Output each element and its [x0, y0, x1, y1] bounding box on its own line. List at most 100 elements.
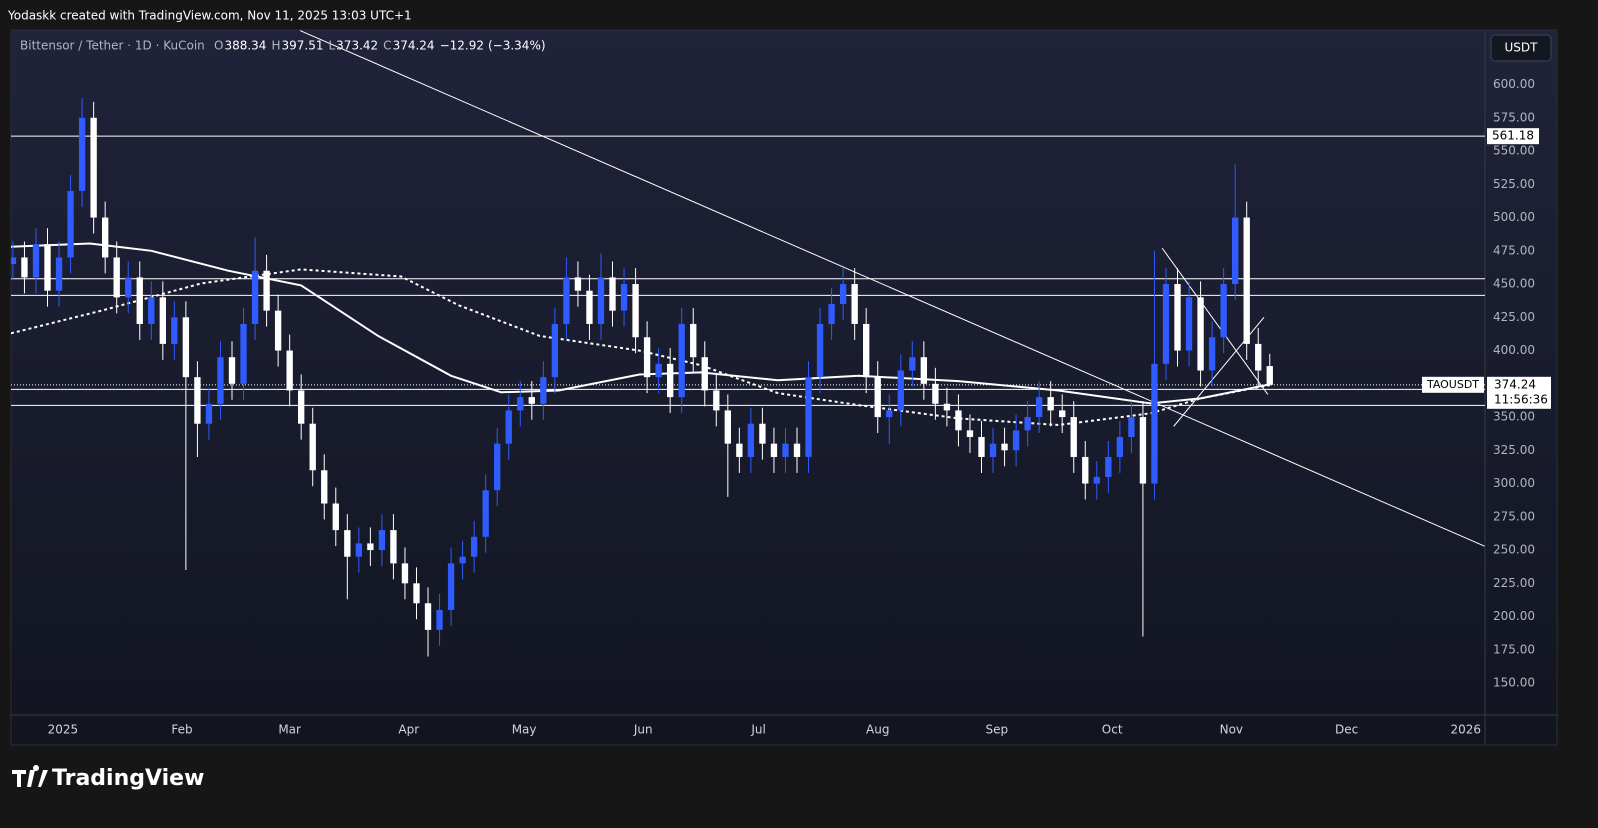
candle-body: [851, 284, 858, 324]
candle-body: [770, 443, 778, 457]
candle-body: [1208, 337, 1216, 371]
candle-body: [643, 337, 651, 378]
x-tick-label: May: [512, 723, 537, 737]
y-tick-label: 175.00: [1493, 642, 1535, 656]
axes: 150.00 175.00 200.00 225.00 250.00 275.00 300.…: [48, 77, 1551, 737]
last-price-box: [1487, 376, 1551, 409]
x-tick-label: Nov: [1220, 723, 1243, 737]
candle-body: [943, 403, 951, 411]
x-tick-label: 2026: [1451, 723, 1482, 737]
ohlc-prefix: H: [271, 39, 280, 53]
candle-body: [309, 423, 316, 471]
candle-body: [205, 403, 213, 424]
candle-body: [1255, 343, 1262, 371]
candle-body: [1105, 456, 1112, 477]
candle-body: [1024, 417, 1031, 431]
y-tick-label: 575.00: [1493, 110, 1535, 124]
change-percent: (−3.34%): [488, 39, 546, 53]
candle-body: [171, 317, 178, 344]
y-tick-label: 525.00: [1493, 177, 1535, 191]
symbol-box: [1422, 376, 1484, 393]
x-tick-label: 2025: [48, 723, 79, 737]
y-tick-label: 200.00: [1493, 609, 1535, 623]
candle-body: [413, 583, 420, 604]
candle-body: [1243, 217, 1250, 344]
candle-body: [666, 363, 674, 398]
currency-box[interactable]: [1490, 34, 1552, 62]
candle-body: [1151, 363, 1158, 484]
candle-body: [1197, 297, 1204, 371]
candle-body: [159, 297, 166, 344]
candle-body: [1093, 476, 1100, 484]
candle-body: [424, 603, 432, 630]
ohlc-value: 374.24: [393, 39, 435, 53]
candle-body: [136, 277, 143, 324]
candle-body: [1082, 456, 1089, 484]
candle-body: [632, 284, 639, 338]
candle-body: [747, 423, 755, 457]
candle-body: [1059, 410, 1066, 418]
candle-body: [113, 257, 120, 298]
candle-body: [563, 277, 570, 324]
x-tick-label: Dec: [1335, 723, 1358, 737]
candle-body: [759, 423, 766, 444]
candle-body: [1162, 284, 1170, 364]
ohlc-prefix: C: [383, 39, 391, 53]
candle-body: [286, 350, 293, 391]
chart-title: Bittensor / Tether · 1D · KuCoin: [20, 39, 205, 53]
candle-body: [816, 323, 824, 378]
candle-body: [32, 244, 40, 278]
candle-body: [11, 257, 17, 265]
candle-body: [90, 117, 97, 218]
candle-body: [240, 323, 247, 384]
y-tick-label: 450.00: [1493, 277, 1535, 291]
candle-body: [217, 357, 224, 404]
candle-body: [955, 410, 962, 431]
candle-body: [101, 217, 109, 258]
y-tick-label: 400.00: [1493, 343, 1535, 357]
candle-body: [574, 277, 582, 291]
currency: USDT: [1505, 41, 1539, 55]
candle-body: [228, 357, 236, 384]
candle-body: [597, 277, 605, 324]
candle-body: [551, 323, 559, 378]
moving-average: [11, 242, 1270, 405]
ohlc-value: 388.34: [224, 39, 266, 53]
y-tick-label: 475.00: [1493, 243, 1535, 257]
moving-average: [11, 268, 1270, 427]
logo: TradingView: [12, 764, 204, 791]
y-tick-label: 350.00: [1493, 410, 1535, 424]
candle-body: [332, 503, 339, 531]
y-tick-label: 425.00: [1493, 310, 1535, 324]
candle-body: [182, 317, 190, 378]
candle-body: [401, 563, 409, 584]
candle-body: [528, 397, 535, 404]
candle-body: [21, 257, 28, 278]
candle-body: [655, 363, 662, 378]
level-price-label: 561.18: [1492, 129, 1534, 143]
x-tick-label: Jun: [633, 723, 653, 737]
candle-body: [1001, 443, 1008, 451]
candle-body: [194, 377, 201, 424]
candle-body: [839, 284, 847, 304]
candle-body: [148, 297, 155, 324]
candle-body: [274, 310, 282, 351]
logo-mark: [12, 764, 48, 787]
candle-body: [540, 377, 547, 404]
y-tick-label: 275.00: [1493, 509, 1535, 523]
candle-body: [1070, 417, 1077, 457]
credit: Yodaskk created with TradingView.com, No…: [7, 9, 412, 23]
trend-line: [299, 30, 1485, 547]
y-tick-label: 325.00: [1493, 443, 1535, 457]
candle-body: [505, 410, 512, 444]
candle-body: [1174, 284, 1181, 351]
candle-body: [793, 443, 801, 457]
candle-body: [470, 536, 478, 557]
candle-body: [1128, 417, 1135, 438]
candle-body: [355, 543, 363, 557]
y-tick-label: 500.00: [1493, 210, 1535, 224]
candle-body: [932, 383, 939, 404]
candle-body: [828, 304, 835, 324]
change: −12.92: [440, 39, 484, 53]
x-tick-label: Sep: [986, 723, 1009, 737]
